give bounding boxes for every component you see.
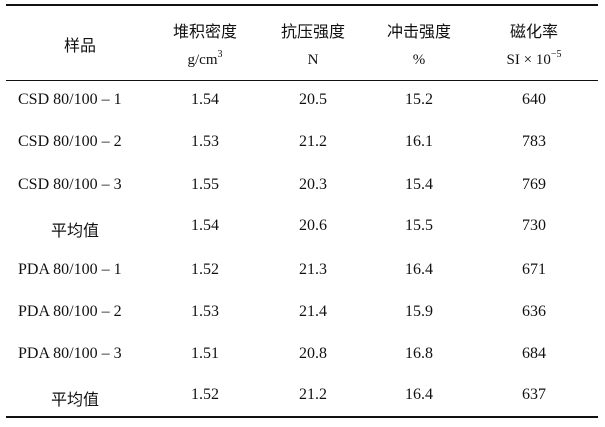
cell-density: 1.51 (191, 345, 219, 362)
cell-magnetization: 783 (522, 133, 546, 150)
cell-compressive: 21.2 (299, 386, 327, 403)
cell-compressive: 21.4 (299, 303, 327, 320)
table-row-average: 平均值 1.54 20.6 15.5 730 (0, 217, 605, 241)
cell-magnetization: 640 (522, 91, 546, 108)
table-row: CSD 80/100 – 1 1.54 20.5 15.2 640 (0, 91, 605, 115)
cell-impact: 15.9 (405, 303, 433, 320)
cell-impact: 16.4 (405, 386, 433, 403)
cell-magnetization: 769 (522, 176, 546, 193)
cell-compressive: 20.8 (299, 345, 327, 362)
cell-compressive: 20.5 (299, 91, 327, 108)
cell-sample: PDA 80/100 – 1 (18, 261, 122, 278)
cell-density: 1.53 (191, 133, 219, 150)
cell-impact: 16.1 (405, 133, 433, 150)
table-row: PDA 80/100 – 3 1.51 20.8 16.8 684 (0, 345, 605, 369)
cell-compressive: 20.3 (299, 176, 327, 193)
cell-sample: 平均值 (50, 392, 99, 409)
cell-impact: 15.4 (405, 176, 433, 193)
header-magnetization: 磁化率 (509, 24, 558, 41)
table-row: CSD 80/100 – 2 1.53 21.2 16.1 783 (0, 133, 605, 157)
cell-sample: PDA 80/100 – 2 (18, 303, 122, 320)
header-compressive-strength: 抗压强度 (280, 24, 345, 41)
cell-impact: 15.2 (405, 91, 433, 108)
cell-compressive: 20.6 (299, 217, 327, 234)
cell-density: 1.54 (191, 217, 219, 234)
cell-sample: CSD 80/100 – 1 (18, 91, 122, 108)
cell-sample: PDA 80/100 – 3 (18, 345, 122, 362)
cell-magnetization: 636 (522, 303, 546, 320)
cell-sample: 平均值 (50, 223, 99, 240)
cell-density: 1.54 (191, 91, 219, 108)
table-row-average: 平均值 1.52 21.2 16.4 637 (0, 386, 605, 410)
cell-magnetization: 671 (522, 261, 546, 278)
header-impact-strength: 冲击强度 (386, 24, 451, 41)
header-magnetization-unit: SI × 10−5 (506, 49, 562, 69)
cell-impact: 15.5 (405, 217, 433, 234)
header-bulk-density: 堆积密度 (172, 24, 237, 41)
table-header-rule (6, 80, 598, 81)
cell-magnetization: 684 (522, 345, 546, 362)
header-bulk-density-unit: g/cm3 (187, 49, 223, 69)
table-bottom-rule (6, 416, 598, 418)
header-sample: 样品 (63, 38, 96, 55)
cell-sample: CSD 80/100 – 3 (18, 176, 122, 193)
cell-impact: 16.8 (405, 345, 433, 362)
cell-compressive: 21.2 (299, 133, 327, 150)
table-row: CSD 80/100 – 3 1.55 20.3 15.4 769 (0, 176, 605, 200)
cell-magnetization: 730 (522, 217, 546, 234)
cell-magnetization: 637 (522, 386, 546, 403)
cell-sample: CSD 80/100 – 2 (18, 133, 122, 150)
cell-density: 1.52 (191, 261, 219, 278)
cell-density: 1.55 (191, 176, 219, 193)
cell-density: 1.53 (191, 303, 219, 320)
cell-compressive: 21.3 (299, 261, 327, 278)
cell-impact: 16.4 (405, 261, 433, 278)
table-row: PDA 80/100 – 1 1.52 21.3 16.4 671 (0, 261, 605, 285)
cell-density: 1.52 (191, 386, 219, 403)
table-top-rule (6, 4, 598, 6)
table-row: PDA 80/100 – 2 1.53 21.4 15.9 636 (0, 303, 605, 327)
header-impact-strength-unit: % (412, 52, 426, 68)
header-compressive-strength-unit: N (307, 52, 319, 68)
